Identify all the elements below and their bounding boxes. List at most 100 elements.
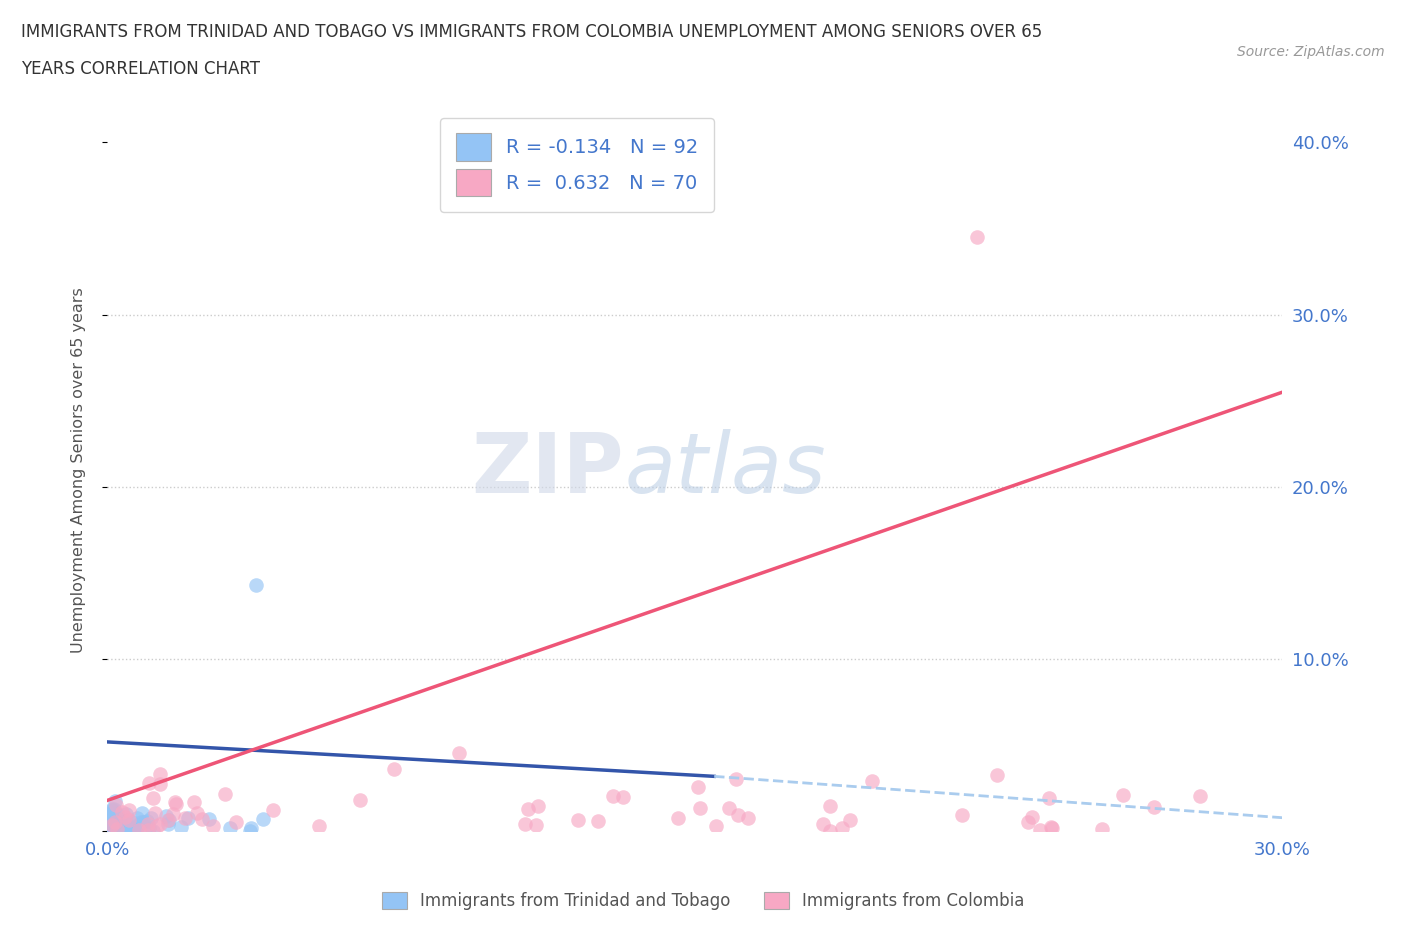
- Text: Source: ZipAtlas.com: Source: ZipAtlas.com: [1237, 45, 1385, 59]
- Point: [121, 815, 143, 830]
- Point: [118, 823, 141, 838]
- Point: [96, 820, 118, 835]
- Point: [136, 823, 159, 838]
- Point: [98, 824, 121, 839]
- Point: [818, 799, 841, 814]
- Point: [104, 797, 127, 812]
- Point: [132, 815, 155, 830]
- Point: [349, 792, 371, 807]
- Point: [97, 823, 120, 838]
- Point: [104, 824, 127, 839]
- Point: [138, 776, 160, 790]
- Point: [173, 811, 195, 826]
- Point: [96, 822, 118, 837]
- Point: [724, 771, 747, 786]
- Point: [100, 805, 122, 820]
- Point: [103, 817, 125, 831]
- Point: [1039, 819, 1062, 834]
- Point: [112, 824, 135, 839]
- Point: [105, 821, 128, 836]
- Point: [111, 817, 134, 832]
- Point: [122, 821, 145, 836]
- Point: [103, 821, 125, 836]
- Point: [115, 807, 138, 822]
- Point: [115, 820, 138, 835]
- Point: [157, 812, 180, 827]
- Point: [108, 824, 131, 839]
- Point: [107, 824, 129, 839]
- Point: [98, 812, 121, 827]
- Point: [105, 818, 128, 833]
- Text: ZIP: ZIP: [471, 430, 624, 511]
- Point: [382, 762, 405, 777]
- Point: [127, 811, 149, 826]
- Point: [96, 817, 118, 832]
- Point: [1090, 821, 1112, 836]
- Point: [1189, 789, 1212, 804]
- Point: [238, 824, 260, 839]
- Point: [1017, 815, 1039, 830]
- Point: [117, 803, 139, 817]
- Point: [127, 818, 149, 833]
- Point: [245, 578, 267, 592]
- Point: [666, 810, 689, 825]
- Point: [838, 813, 860, 828]
- Point: [114, 810, 136, 825]
- Point: [98, 817, 121, 832]
- Point: [240, 820, 263, 835]
- Point: [818, 823, 841, 838]
- Point: [104, 813, 127, 828]
- Point: [131, 814, 153, 829]
- Point: [717, 801, 740, 816]
- Point: [98, 824, 121, 839]
- Point: [97, 824, 120, 839]
- Point: [142, 824, 165, 839]
- Point: [105, 806, 128, 821]
- Point: [689, 800, 711, 815]
- Point: [1038, 790, 1060, 805]
- Legend: R = -0.134   N = 92, R =  0.632   N = 70: R = -0.134 N = 92, R = 0.632 N = 70: [440, 118, 714, 212]
- Point: [100, 816, 122, 830]
- Point: [139, 811, 162, 826]
- Point: [515, 817, 537, 831]
- Point: [103, 821, 125, 836]
- Point: [138, 821, 160, 836]
- Text: atlas: atlas: [624, 430, 825, 511]
- Point: [1029, 823, 1052, 838]
- Point: [155, 809, 177, 824]
- Point: [111, 822, 134, 837]
- Point: [124, 823, 146, 838]
- Point: [114, 814, 136, 829]
- Point: [104, 794, 127, 809]
- Point: [98, 812, 121, 827]
- Point: [860, 774, 883, 789]
- Point: [966, 230, 988, 245]
- Point: [252, 811, 274, 826]
- Point: [517, 802, 540, 817]
- Point: [97, 817, 120, 831]
- Point: [811, 817, 834, 831]
- Point: [98, 823, 121, 838]
- Point: [100, 822, 122, 837]
- Point: [831, 820, 853, 835]
- Point: [98, 821, 121, 836]
- Point: [101, 802, 124, 817]
- Point: [117, 813, 139, 828]
- Point: [704, 818, 727, 833]
- Point: [198, 812, 221, 827]
- Legend: Immigrants from Trinidad and Tobago, Immigrants from Colombia: Immigrants from Trinidad and Tobago, Imm…: [375, 885, 1031, 917]
- Point: [103, 817, 125, 832]
- Point: [107, 821, 129, 836]
- Point: [136, 817, 159, 831]
- Point: [142, 790, 165, 805]
- Point: [104, 822, 127, 837]
- Point: [567, 812, 589, 827]
- Point: [98, 820, 121, 835]
- Point: [727, 807, 749, 822]
- Point: [114, 821, 136, 836]
- Point: [588, 814, 610, 829]
- Point: [149, 777, 172, 791]
- Point: [118, 824, 141, 839]
- Point: [124, 819, 146, 834]
- Point: [101, 803, 124, 817]
